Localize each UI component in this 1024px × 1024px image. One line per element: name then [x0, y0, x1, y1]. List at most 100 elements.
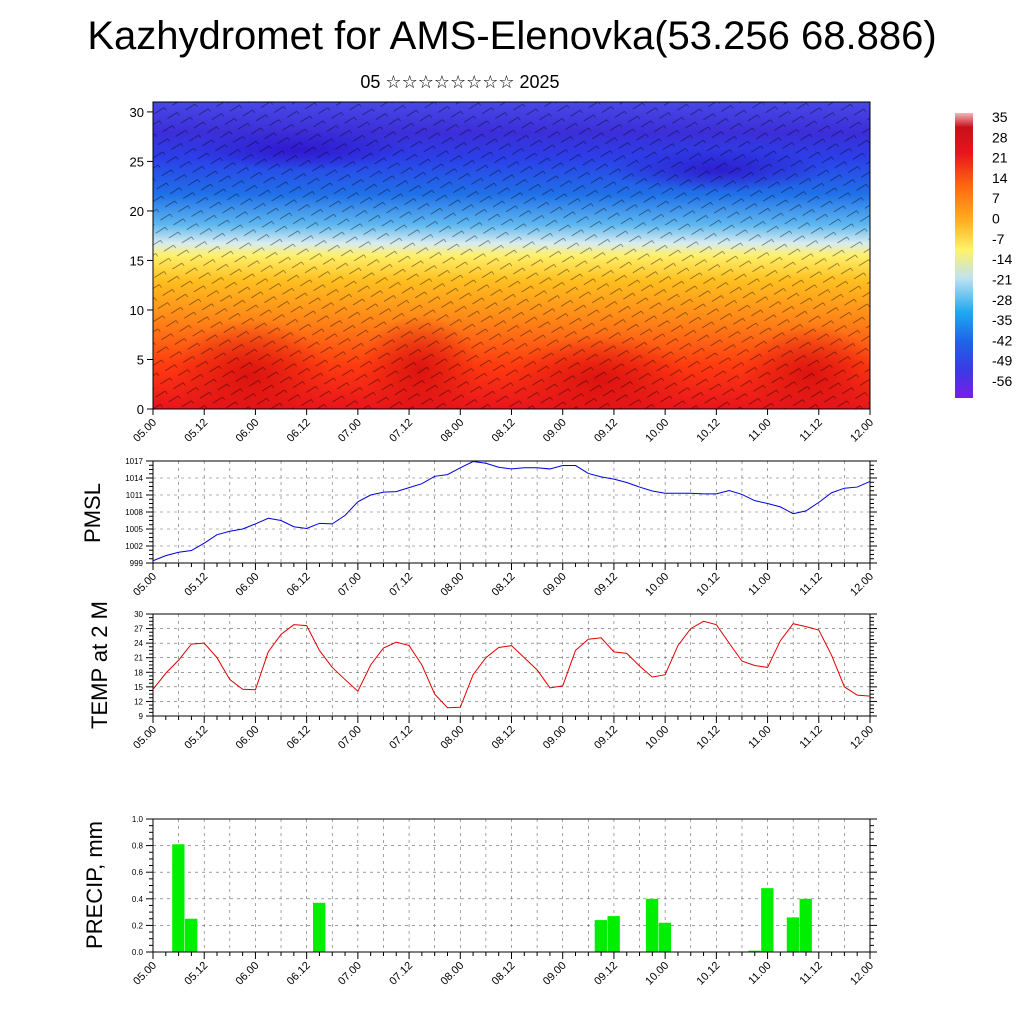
- y-tick-label: 0.2: [132, 921, 144, 930]
- y-tick-label: 30: [134, 610, 143, 619]
- x-tick-label: 08.00: [438, 724, 466, 752]
- chart-title: Kazhydromet for AMS-Elenovka(53.256 68.8…: [87, 14, 937, 58]
- colorbar-label: -49: [992, 353, 1012, 369]
- vertical-y-tick-label: 25: [130, 154, 144, 169]
- x-tick-label: 05.12: [182, 960, 210, 988]
- x-tick-label: 05.00: [131, 960, 159, 988]
- x-tick-label: 08.00: [438, 571, 466, 599]
- wind-barbs-overlay: [153, 102, 870, 409]
- pmsl-ylabel: PMSL: [80, 483, 105, 543]
- colorbar-label: -35: [992, 312, 1012, 328]
- precip-bar: [172, 844, 185, 952]
- colorbar-label: 35: [992, 109, 1008, 125]
- temp-panel: 9 12 15 18 21 24 27 30 05.00 05.12 06.00 06.12 07.00…: [87, 601, 877, 752]
- vertical-x-axis: 05.00 05.12 06.00 06.12 07.00 07.12 08.00 08.12…: [131, 409, 876, 445]
- y-tick-label: 0.0: [132, 948, 144, 957]
- x-tick-label: 06.00: [234, 724, 262, 752]
- vertical-x-tick-label: 06.00: [234, 417, 262, 445]
- y-tick-label: 999: [130, 559, 144, 568]
- x-tick-label: 06.12: [285, 960, 313, 988]
- x-tick-label: 12.00: [848, 960, 876, 988]
- precip-grid: [152, 818, 871, 953]
- y-tick-label: 1017: [125, 457, 143, 466]
- vertical-x-tick-label: 09.00: [541, 417, 569, 445]
- y-tick-label: 9: [139, 712, 144, 721]
- temp-ylabel: TEMP at 2 M: [87, 601, 112, 729]
- x-tick-label: 12.00: [848, 571, 876, 599]
- vertical-x-tick-label: 11.12: [798, 417, 825, 444]
- x-tick-label: 11.12: [798, 724, 825, 751]
- y-tick-label: 1011: [126, 491, 144, 500]
- vertical-x-tick-label: 07.00: [336, 417, 364, 445]
- colorbar-label: -56: [992, 373, 1012, 389]
- x-tick-label: 07.00: [336, 960, 364, 988]
- x-tick-label: 05.00: [131, 724, 159, 752]
- colorbar-label: 7: [992, 190, 1000, 206]
- x-tick-label: 11.00: [746, 724, 773, 751]
- vertical-y-axis: 0 5 10 15 20 25 30: [130, 105, 153, 417]
- y-tick-label: 1014: [125, 474, 143, 483]
- y-tick-label: 27: [134, 625, 143, 634]
- precip-ylabel: PRECIP, mm: [82, 821, 107, 949]
- x-tick-label: 11.12: [798, 960, 825, 987]
- y-tick-label: 1005: [125, 525, 143, 534]
- vertical-y-tick-label: 20: [130, 204, 144, 219]
- precip-bar: [645, 898, 659, 952]
- vertical-y-tick-label: 30: [130, 105, 144, 120]
- colorbar: 35 28 21 14 7 0 -7 -14 -21 -28 -35 -42 -49 -56: [955, 109, 1012, 398]
- x-tick-label: 05.12: [182, 724, 210, 752]
- vertical-x-tick-label: 08.12: [490, 417, 518, 445]
- vertical-x-tick-label: 05.12: [182, 417, 210, 445]
- colorbar-label: 14: [992, 170, 1008, 186]
- colorbar-label: 21: [992, 150, 1008, 166]
- x-tick-label: 10.00: [643, 571, 671, 599]
- precip-bar: [786, 917, 800, 952]
- vertical-x-tick-label: 09.12: [592, 417, 620, 445]
- precip-bar: [748, 950, 761, 952]
- precip-bar: [799, 898, 812, 952]
- x-tick-label: 07.00: [336, 724, 364, 752]
- x-tick-label: 09.12: [592, 960, 620, 988]
- colorbar-label: 28: [992, 129, 1008, 145]
- x-tick-label: 11.00: [746, 960, 773, 987]
- x-tick-label: 10.12: [695, 960, 723, 988]
- pmsl-grid: [152, 460, 871, 564]
- x-tick-label: 07.00: [336, 571, 364, 599]
- colorbar-ramp: [955, 113, 973, 398]
- colorbar-labels: 35 28 21 14 7 0 -7 -14 -21 -28 -35 -42 -49 -56: [992, 109, 1012, 389]
- y-tick-label: 1008: [125, 508, 143, 517]
- colorbar-label: -7: [992, 231, 1005, 247]
- temp-grid: [152, 613, 871, 717]
- x-tick-label: 05.12: [182, 571, 210, 599]
- y-tick-label: 15: [134, 683, 143, 692]
- x-tick-label: 07.12: [387, 724, 415, 752]
- precip-bar: [594, 920, 608, 952]
- x-tick-label: 09.00: [541, 724, 569, 752]
- vertical-x-tick-label: 05.00: [131, 417, 159, 445]
- vertical-x-tick-label: 06.12: [285, 417, 313, 445]
- y-tick-label: 0.6: [132, 868, 144, 877]
- x-tick-label: 07.12: [387, 960, 415, 988]
- x-tick-label: 06.00: [234, 571, 262, 599]
- x-tick-label: 12.00: [848, 724, 876, 752]
- precip-panel: 0.0 0.2 0.4 0.6 0.8 1.0 05.00 05.12 06.00 06.12 07…: [82, 815, 877, 988]
- vertical-profile-panel: 0 5 10 15 20 25 30 05.00 05.12 06.00 06.12 07.00 07…: [130, 101, 876, 445]
- x-tick-label: 08.12: [490, 571, 518, 599]
- vertical-y-tick-label: 10: [130, 303, 144, 318]
- x-tick-label: 08.00: [438, 960, 466, 988]
- precip-bar: [607, 916, 620, 952]
- temp-axes: 9 12 15 18 21 24 27 30 05.00 05.12 06.00 06.12 07.00…: [131, 610, 877, 752]
- vertical-x-tick-label: 12.00: [848, 417, 876, 445]
- x-tick-label: 10.00: [643, 724, 671, 752]
- vertical-y-tick-label: 5: [137, 352, 144, 367]
- vertical-x-tick-label: 07.12: [387, 417, 415, 445]
- y-tick-label: 1.0: [132, 815, 144, 824]
- vertical-x-tick-label: 08.00: [438, 417, 466, 445]
- x-tick-label: 07.12: [387, 571, 415, 599]
- x-tick-label: 10.00: [643, 960, 671, 988]
- precip-bar: [658, 922, 672, 952]
- y-tick-label: 21: [134, 654, 143, 663]
- precip-bar: [761, 888, 774, 952]
- vertical-x-tick-label: 10.12: [695, 417, 723, 445]
